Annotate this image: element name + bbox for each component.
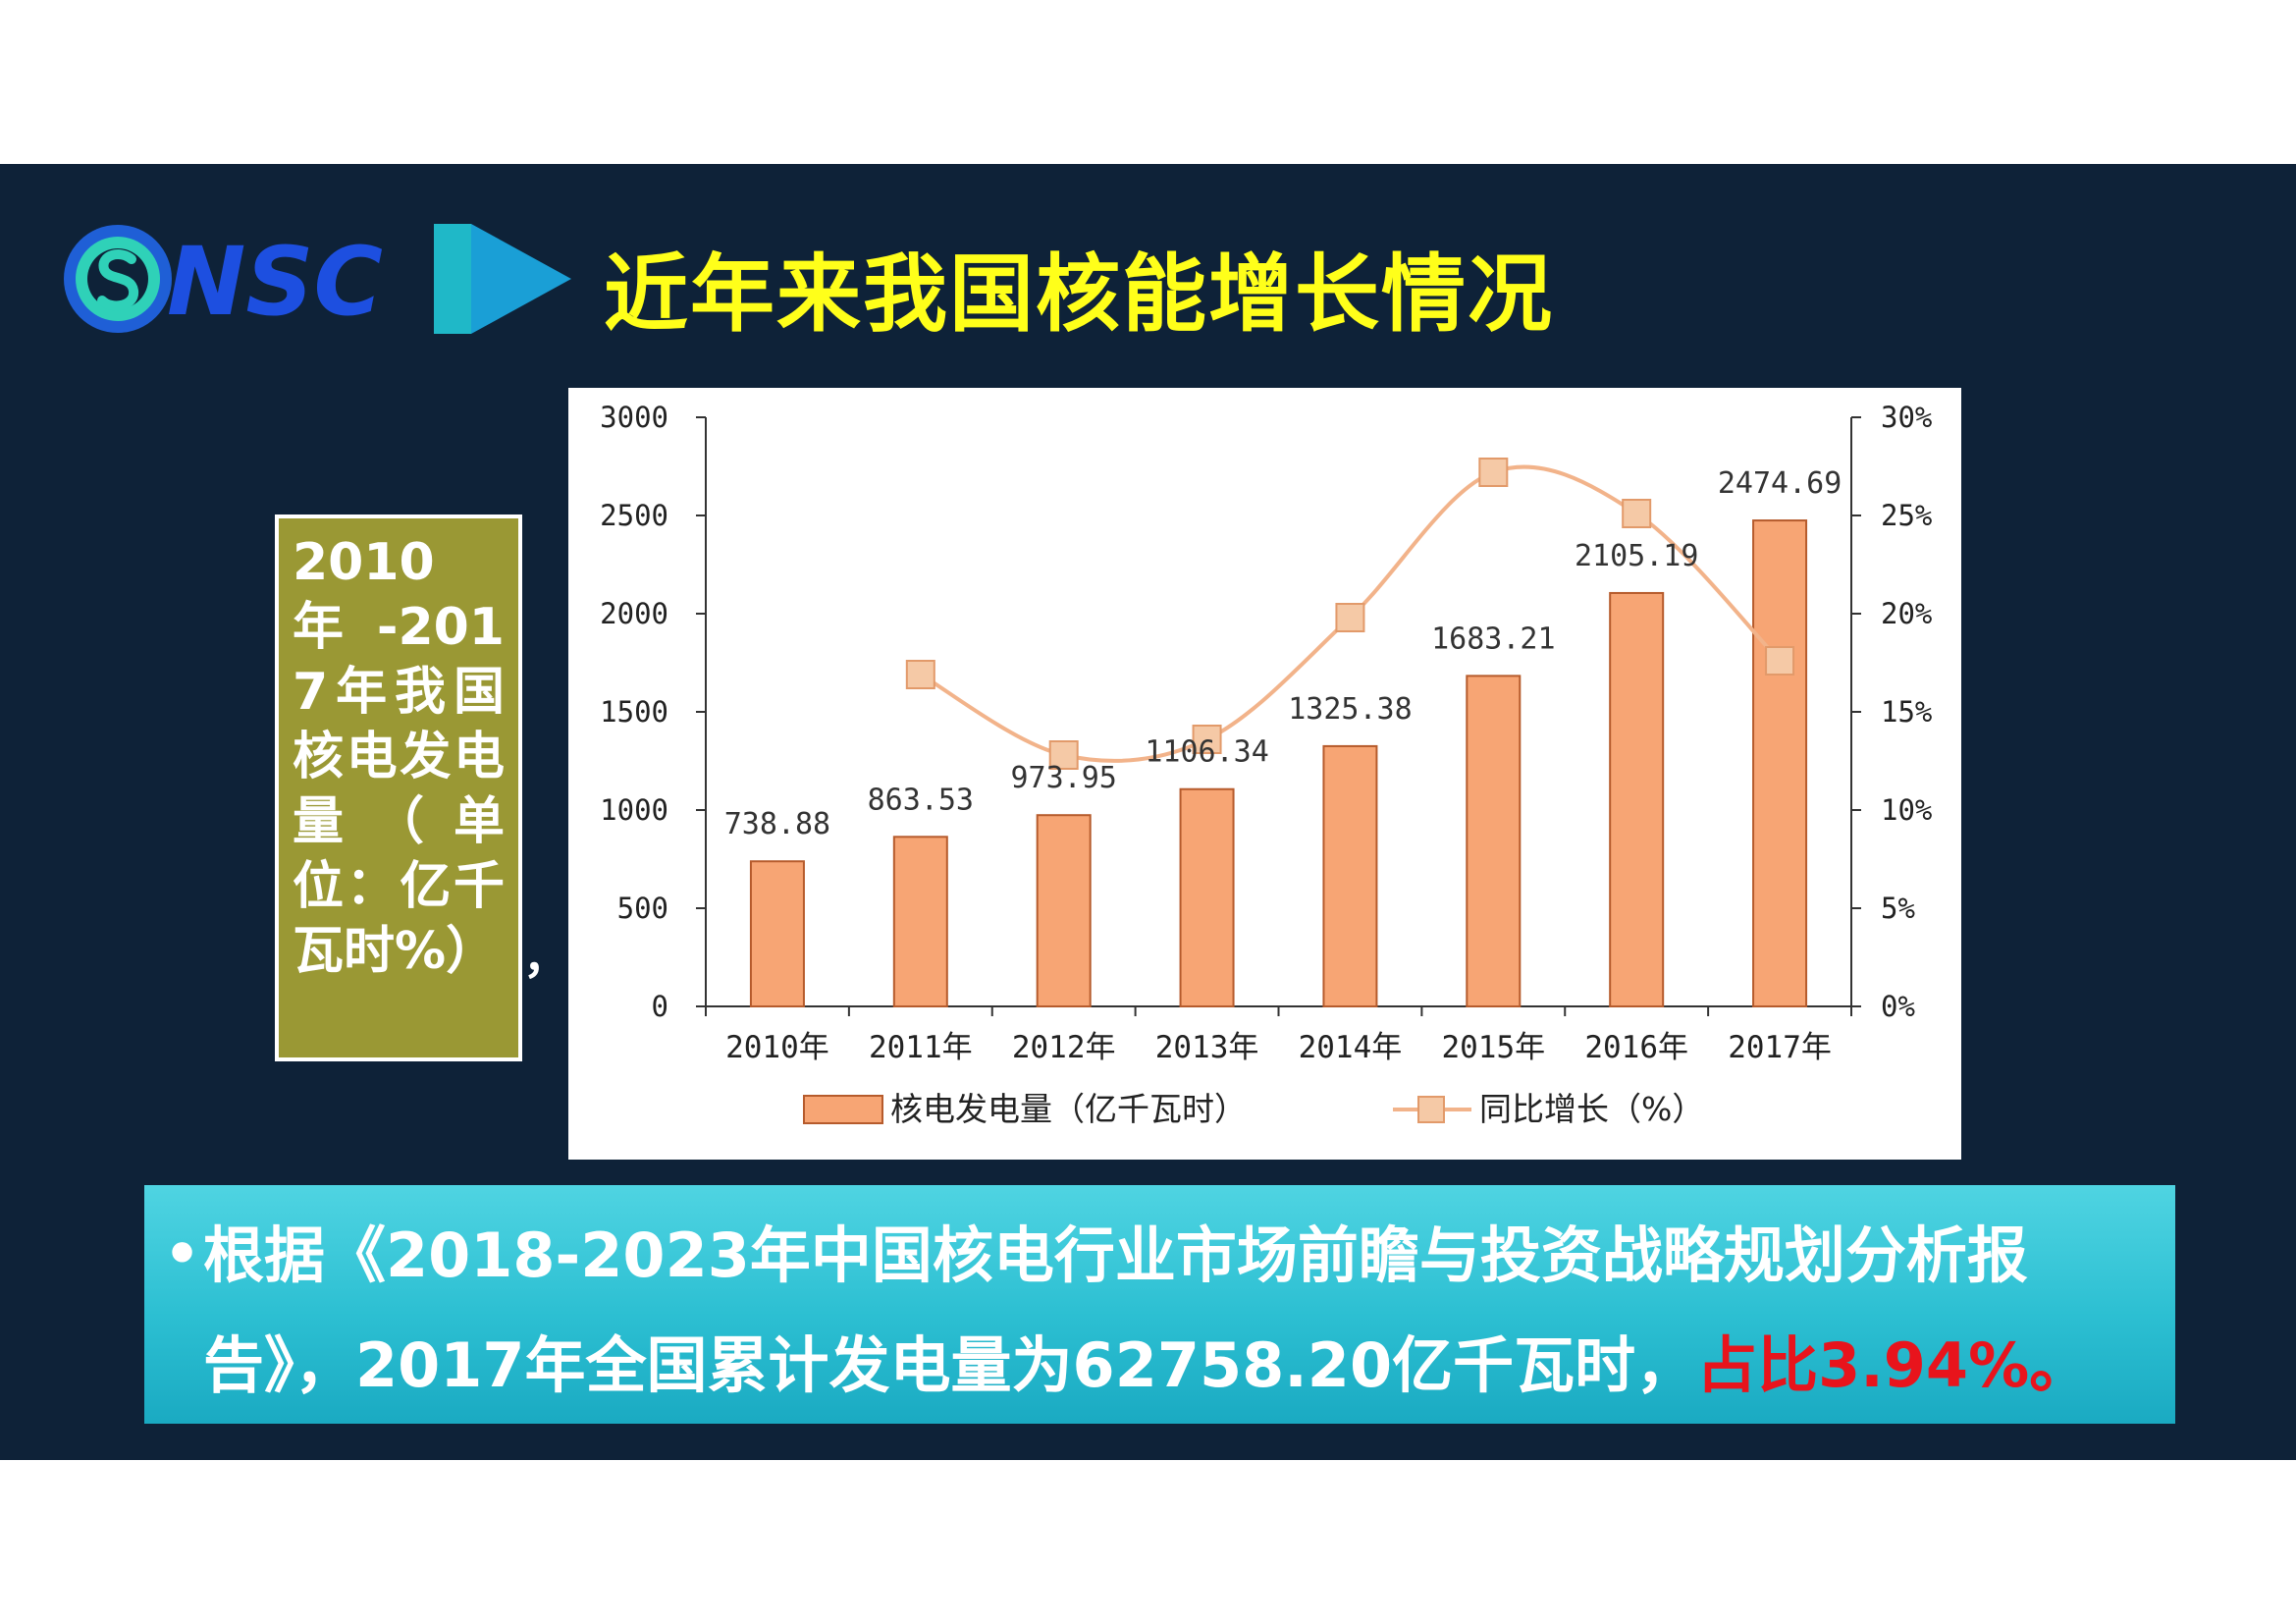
x-tick-label: 2013年 [1155,1030,1259,1065]
bar-value-label: 2474.69 [1718,466,1842,501]
growth-point [1048,740,1079,770]
growth-point [1622,499,1652,528]
note-text: 根据《2018-2023年中国核电行业市场前瞻与投资战略规划分析报告》，2017… [203,1201,2156,1421]
legend-swatch-bar [803,1095,883,1124]
right-tick-label: 10% [1881,793,1932,827]
bar [749,860,805,1007]
right-tick-label: 5% [1881,892,1915,925]
note-main-text: 根据《2018-2023年中国核电行业市场前瞻与投资战略规划分析报告》，2017… [203,1219,2028,1401]
left-tick-label: 3000 [600,401,668,434]
x-tick-label: 2016年 [1584,1030,1688,1065]
bar-value-label: 1325.38 [1288,692,1412,727]
bar [892,836,948,1007]
growth-point [1478,458,1509,487]
x-tick-label: 2012年 [1012,1030,1116,1065]
slide-background: NSC 近年来我国核能增长情况 2010年-2017年我国核电发电量（单位：亿千… [0,164,2296,1460]
x-tick-label: 2014年 [1299,1030,1403,1065]
bar-value-label: 2105.19 [1575,539,1698,573]
right-tick-label: 15% [1881,695,1932,729]
side-label-box: 2010年-2017年我国核电发电量（单位：亿千瓦时%） [275,514,522,1061]
chart-panel: 0 500 1000 1500 2000 2500 3000 0% 5% 10% 15% 20% 25%… [568,388,1961,1160]
growth-point [905,660,935,689]
bar-value-label: 1106.34 [1145,735,1268,770]
nuclear-generation-chart: 0 500 1000 1500 2000 2500 3000 0% 5% 10% 15% 20% 25%… [600,401,1932,1128]
bar-value-label: 973.95 [1011,761,1117,795]
growth-point [1335,603,1365,632]
bullet-point: • [164,1220,201,1287]
left-tick-label: 500 [617,892,668,925]
right-tick-label: 30% [1881,401,1932,434]
left-tick-label: 0 [652,990,668,1023]
bar-value-label: 863.53 [868,783,974,817]
bar [1036,814,1092,1007]
note-highlight-text: 占比3.94%。 [1696,1329,2091,1401]
x-tick-label: 2017年 [1728,1030,1832,1065]
growth-point [1192,725,1222,754]
side-comma: ， [523,931,568,984]
right-tick-label: 25% [1881,499,1932,532]
legend-label-bar: 核电发电量（亿千瓦时） [890,1090,1247,1128]
left-tick-label: 1500 [600,695,668,729]
right-tick-label: 0% [1881,990,1915,1023]
x-tick-label: 2011年 [869,1030,973,1065]
bar [1466,675,1522,1007]
x-tick-label: 2010年 [725,1030,829,1065]
bar [1752,519,1808,1007]
bar [1322,744,1378,1007]
growth-point [1765,646,1795,676]
svg-text:NSC: NSC [167,227,383,337]
note-box: • 根据《2018-2023年中国核电行业市场前瞻与投资战略规划分析报告》，20… [144,1185,2175,1424]
left-tick-label: 2500 [600,499,668,532]
legend-label-line: 同比增长（%） [1479,1090,1704,1128]
left-tick-label: 2000 [600,597,668,630]
page-title: 近年来我国核能增长情况 [604,245,1554,344]
x-tick-label: 2015年 [1441,1030,1545,1065]
bar-value-label: 1683.21 [1431,622,1555,656]
bar [1179,787,1235,1007]
bar-value-label: 738.88 [724,807,830,841]
nsc-logo: NSC [64,224,571,337]
bar [1609,591,1665,1007]
side-label-text: 2010年-2017年我国核电发电量（单位：亿千瓦时%） [293,533,505,981]
right-tick-label: 20% [1881,597,1932,630]
left-tick-label: 1000 [600,793,668,827]
legend-swatch-marker [1417,1096,1445,1123]
